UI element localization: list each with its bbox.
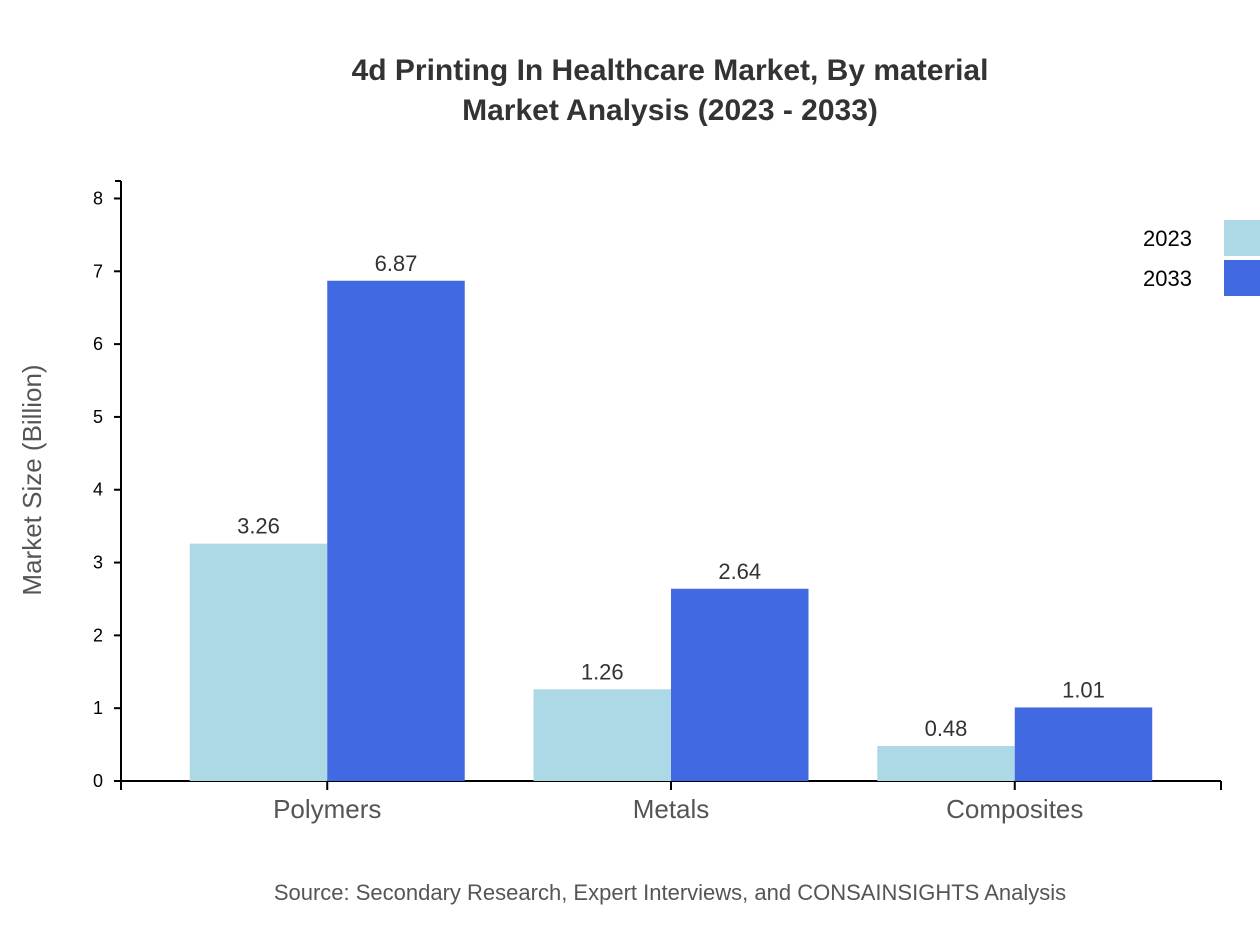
chart-title: 4d Printing In Healthcare Market, By mat… [352,54,989,87]
legend-swatch-2033 [1224,260,1260,296]
y-tick-label: 4 [93,480,103,500]
data-label: 1.01 [1062,677,1105,702]
y-axis-label: Market Size (Billion) [17,364,47,595]
bar-2033 [327,280,465,781]
chart-subtitle: Market Analysis (2023 - 2033) [462,94,878,127]
legend-label: 2033 [1143,266,1192,291]
data-label: 1.26 [581,659,624,684]
y-tick-label: 0 [93,771,103,791]
x-tick-label: Polymers [273,794,381,824]
x-tick-label: Composites [946,794,1083,824]
y-tick-label: 2 [93,625,103,645]
bar-2023 [189,543,328,781]
bar-2033 [671,588,809,781]
bar-2023 [877,746,1015,781]
y-tick-label: 3 [93,553,103,573]
y-tick-label: 1 [93,698,103,718]
y-tick-label: 7 [93,261,103,281]
legend-swatch-2023 [1224,220,1260,256]
data-label: 0.48 [925,716,968,741]
source-note: Source: Secondary Research, Expert Inter… [274,880,1066,905]
legend: 2023 2033 [1143,220,1260,296]
y-tick-label: 8 [93,188,103,208]
legend-label: 2023 [1143,226,1192,251]
bar-2033 [1014,707,1153,781]
bar-2023 [533,689,671,781]
x-tick-label: Metals [633,794,710,824]
y-tick-label: 5 [93,407,103,427]
y-tick-label: 6 [93,334,103,354]
data-label: 3.26 [237,514,280,539]
data-label: 6.87 [375,251,418,276]
data-label: 2.64 [718,559,761,584]
